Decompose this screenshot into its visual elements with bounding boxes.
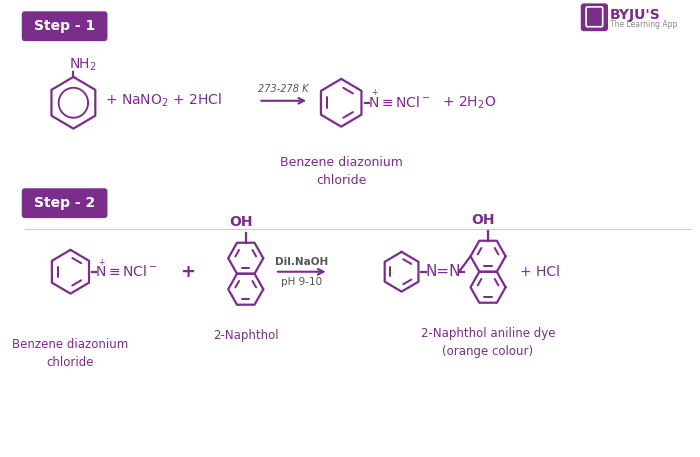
Text: NH$_2$: NH$_2$ <box>69 57 97 73</box>
Text: $^+$: $^+$ <box>97 258 106 268</box>
Text: N=N: N=N <box>426 264 461 279</box>
Text: + 2H$_2$O: + 2H$_2$O <box>442 95 496 111</box>
Text: Dil.NaOH: Dil.NaOH <box>275 257 328 267</box>
Text: 2-Naphthol: 2-Naphthol <box>213 329 279 342</box>
FancyBboxPatch shape <box>22 11 108 41</box>
Text: 2-Naphthol aniline dye
(orange colour): 2-Naphthol aniline dye (orange colour) <box>421 327 555 358</box>
Text: 273-278 K: 273-278 K <box>258 84 309 94</box>
FancyBboxPatch shape <box>22 188 108 218</box>
FancyBboxPatch shape <box>581 3 608 31</box>
Text: N$\equiv$NCl$^-$: N$\equiv$NCl$^-$ <box>94 264 158 279</box>
Text: +: + <box>180 263 195 281</box>
Text: N$\equiv$NCl$^-$: N$\equiv$NCl$^-$ <box>368 95 431 110</box>
Text: Step - 1: Step - 1 <box>34 19 95 33</box>
Text: $^+$: $^+$ <box>370 88 379 98</box>
Text: + NaNO$_2$ + 2HCl: + NaNO$_2$ + 2HCl <box>104 92 221 110</box>
Text: + HCl: + HCl <box>520 265 560 279</box>
Text: OH: OH <box>471 213 495 227</box>
Text: BYJU'S: BYJU'S <box>610 8 661 22</box>
Text: Benzene diazonium
chloride: Benzene diazonium chloride <box>13 338 129 369</box>
Text: Benzene diazonium
chloride: Benzene diazonium chloride <box>280 156 402 187</box>
Text: The Learning App: The Learning App <box>610 20 678 29</box>
Text: OH: OH <box>229 215 253 229</box>
Text: pH 9-10: pH 9-10 <box>281 276 322 287</box>
Text: Step - 2: Step - 2 <box>34 196 95 210</box>
